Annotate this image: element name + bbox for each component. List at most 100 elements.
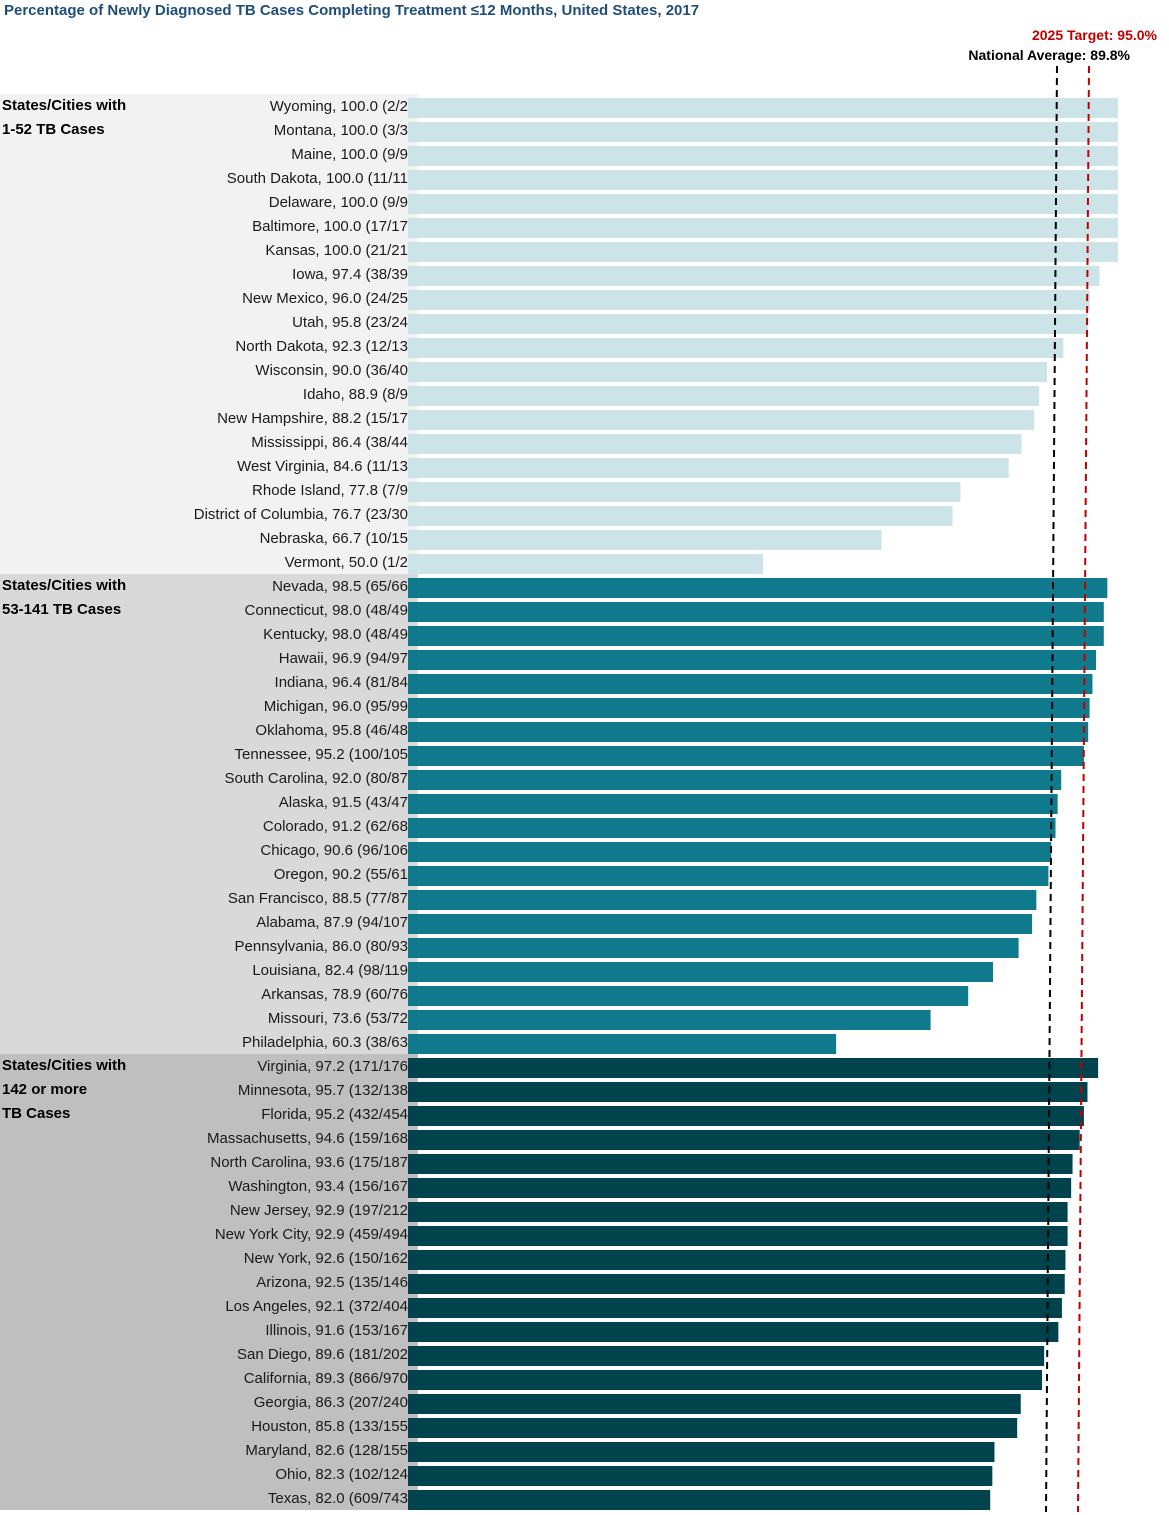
category-label-2-2: Connecticut, 98.0 (48/49 xyxy=(245,602,408,619)
category-label-3-4: Massachusetts, 94.6 (159/168 xyxy=(207,1130,408,1147)
bar-1-7 xyxy=(408,242,1118,262)
category-label-1-14: New Hampshire, 88.2 (15/17 xyxy=(217,410,408,427)
category-label-3-15: Georgia, 86.3 (207/240 xyxy=(254,1394,408,1411)
bar-2-20 xyxy=(408,1034,837,1054)
group-label-2-line-1: States/Cities with xyxy=(2,577,126,594)
category-label-3-18: Ohio, 82.3 (102/124 xyxy=(275,1466,408,1483)
bar-2-1 xyxy=(408,578,1108,598)
bar-3-16 xyxy=(408,1418,1018,1438)
bar-2-7 xyxy=(408,722,1089,742)
category-label-3-12: Illinois, 91.6 (153/167 xyxy=(265,1322,408,1339)
category-label-1-16: West Virginia, 84.6 (11/13 xyxy=(237,458,408,475)
bar-3-4 xyxy=(408,1130,1080,1150)
bar-2-11 xyxy=(408,818,1056,838)
bar-3-7 xyxy=(408,1202,1068,1222)
bar-1-17 xyxy=(408,482,961,502)
bar-3-2 xyxy=(408,1082,1088,1102)
group-labels: States/Cities with 1-52 TB Cases States/Ci… xyxy=(2,97,126,1122)
bar-3-14 xyxy=(408,1370,1043,1390)
bar-3-15 xyxy=(408,1394,1021,1414)
bar-2-6 xyxy=(408,698,1090,718)
category-label-1-2: Montana, 100.0 (3/3 xyxy=(274,122,408,139)
category-label-1-4: South Dakota, 100.0 (11/11 xyxy=(227,170,408,187)
category-label-3-13: San Diego, 89.6 (181/202 xyxy=(237,1346,408,1363)
bar-2-14 xyxy=(408,890,1037,910)
category-label-3-14: California, 89.3 (866/970 xyxy=(244,1370,408,1387)
national-average-label: National Average: 89.8% xyxy=(968,47,1130,63)
category-label-1-1: Wyoming, 100.0 (2/2 xyxy=(270,98,408,115)
category-label-2-14: San Francisco, 88.5 (77/87 xyxy=(228,890,408,907)
category-label-1-15: Mississippi, 86.4 (38/44 xyxy=(251,434,408,451)
bar-1-3 xyxy=(408,146,1118,166)
bar-1-10 xyxy=(408,314,1089,334)
category-label-1-8: Iowa, 97.4 (38/39 xyxy=(292,266,408,283)
category-label-1-9: New Mexico, 96.0 (24/25 xyxy=(242,290,408,307)
bar-3-6 xyxy=(408,1178,1072,1198)
bar-1-5 xyxy=(408,194,1118,214)
category-label-2-20: Philadelphia, 60.3 (38/63 xyxy=(242,1034,408,1051)
category-label-1-7: Kansas, 100.0 (21/21 xyxy=(265,242,408,259)
bar-2-19 xyxy=(408,1010,931,1030)
bar-3-8 xyxy=(408,1226,1068,1246)
bar-3-3 xyxy=(408,1106,1084,1126)
category-label-3-1: Virginia, 97.2 (171/176 xyxy=(257,1058,408,1075)
bar-1-16 xyxy=(408,458,1009,478)
bar-1-11 xyxy=(408,338,1064,358)
bar-1-8 xyxy=(408,266,1100,286)
category-label-2-18: Arkansas, 78.9 (60/76 xyxy=(261,986,408,1003)
bar-2-4 xyxy=(408,650,1096,670)
category-label-2-19: Missouri, 73.6 (53/72 xyxy=(268,1010,408,1027)
bar-1-18 xyxy=(408,506,953,526)
bar-3-5 xyxy=(408,1154,1073,1174)
bar-2-2 xyxy=(408,602,1104,622)
bar-2-15 xyxy=(408,914,1033,934)
bar-2-8 xyxy=(408,746,1084,766)
category-label-1-20: Vermont, 50.0 (1/2 xyxy=(285,554,408,571)
category-label-1-5: Delaware, 100.0 (9/9 xyxy=(269,194,408,211)
group-label-1-line-2: 1-52 TB Cases xyxy=(2,121,105,138)
bar-1-12 xyxy=(408,362,1047,382)
category-label-3-7: New Jersey, 92.9 (197/212 xyxy=(230,1202,408,1219)
category-label-3-19: Texas, 82.0 (609/743 xyxy=(268,1490,408,1507)
bar-2-9 xyxy=(408,770,1062,790)
bar-1-6 xyxy=(408,218,1118,238)
group-band-2 xyxy=(0,574,418,1054)
category-label-3-5: North Carolina, 93.6 (175/187 xyxy=(210,1154,408,1171)
category-label-1-18: District of Columbia, 76.7 (23/30 xyxy=(194,506,408,523)
category-label-2-9: South Carolina, 92.0 (80/87 xyxy=(225,770,408,787)
bar-3-1 xyxy=(408,1058,1099,1078)
group-label-3-line-1: States/Cities with xyxy=(2,1057,126,1074)
bars xyxy=(408,98,1118,1510)
category-label-2-3: Kentucky, 98.0 (48/49 xyxy=(263,626,408,643)
category-label-2-6: Michigan, 96.0 (95/99 xyxy=(264,698,408,715)
group-label-1-line-1: States/Cities with xyxy=(2,97,126,114)
category-label-2-5: Indiana, 96.4 (81/84 xyxy=(275,674,408,691)
category-label-2-13: Oregon, 90.2 (55/61 xyxy=(274,866,408,883)
category-label-3-17: Maryland, 82.6 (128/155 xyxy=(245,1442,408,1459)
group-band-1 xyxy=(0,94,418,574)
group-label-3-line-2: 142 or more xyxy=(2,1081,87,1098)
category-label-3-10: Arizona, 92.5 (135/146 xyxy=(256,1274,408,1291)
bar-2-12 xyxy=(408,842,1052,862)
group-band-3 xyxy=(0,1054,418,1510)
bar-1-19 xyxy=(408,530,882,550)
bar-3-18 xyxy=(408,1466,993,1486)
bar-3-9 xyxy=(408,1250,1066,1270)
category-label-2-4: Hawaii, 96.9 (94/97 xyxy=(279,650,408,667)
bar-1-20 xyxy=(408,554,763,574)
bar-1-4 xyxy=(408,170,1118,190)
category-label-3-6: Washington, 93.4 (156/167 xyxy=(228,1178,408,1195)
bar-2-16 xyxy=(408,938,1019,958)
category-label-3-9: New York, 92.6 (150/162 xyxy=(244,1250,408,1267)
target-label: 2025 Target: 95.0% xyxy=(1032,27,1158,43)
category-label-2-10: Alaska, 91.5 (43/47 xyxy=(279,794,408,811)
bar-1-2 xyxy=(408,122,1118,142)
category-label-1-11: North Dakota, 92.3 (12/13 xyxy=(235,338,408,355)
bar-1-9 xyxy=(408,290,1090,310)
bar-3-10 xyxy=(408,1274,1065,1294)
bar-1-14 xyxy=(408,410,1035,430)
category-label-1-19: Nebraska, 66.7 (10/15 xyxy=(260,530,408,547)
category-label-2-12: Chicago, 90.6 (96/106 xyxy=(260,842,408,859)
